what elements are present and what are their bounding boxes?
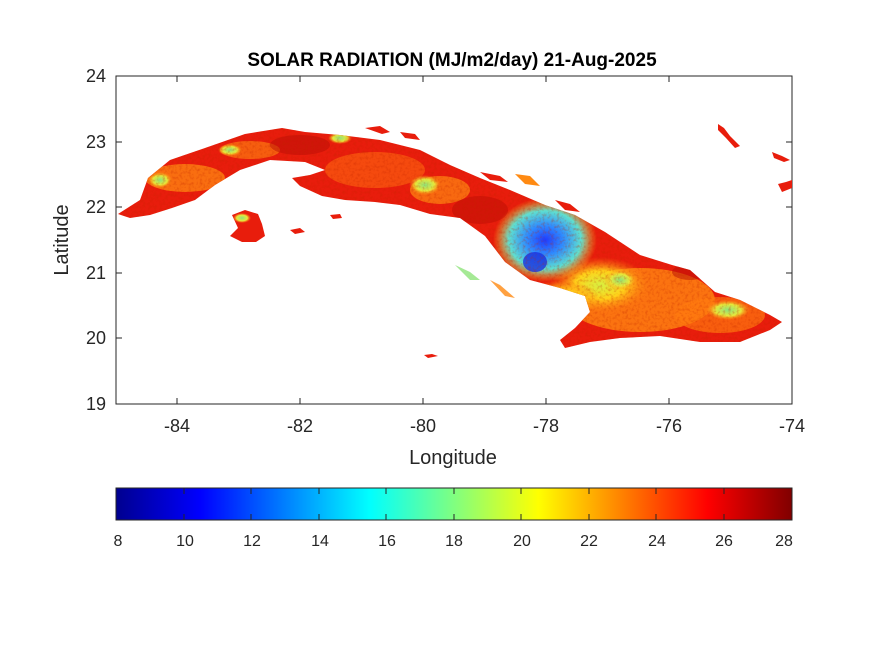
plot-area bbox=[115, 75, 793, 405]
colorbar-tick-label: 10 bbox=[176, 533, 194, 550]
x-tick-label: -74 bbox=[779, 416, 805, 436]
y-axis bbox=[116, 141, 792, 339]
y-tick-label: 19 bbox=[86, 394, 106, 414]
y-tick-label: 21 bbox=[86, 263, 106, 283]
colorbar-tick-label: 8 bbox=[114, 533, 123, 550]
colorbar-tick-label: 28 bbox=[775, 533, 793, 550]
colorbar-tick-label: 20 bbox=[513, 533, 531, 550]
colorbar-tick-label: 22 bbox=[580, 533, 598, 550]
colorbar-tick-label: 16 bbox=[378, 533, 396, 550]
y-tick-label: 24 bbox=[86, 66, 106, 86]
colorbar-tick-label: 24 bbox=[648, 533, 666, 550]
x-tick-label: -82 bbox=[287, 416, 313, 436]
northern-cays bbox=[365, 126, 390, 134]
y-tick-label: 22 bbox=[86, 197, 106, 217]
x-axis-label: Longitude bbox=[409, 447, 497, 469]
colorbar-tick-label: 14 bbox=[311, 533, 329, 550]
y-tick-label: 20 bbox=[86, 328, 106, 348]
eastern-islands bbox=[718, 124, 740, 148]
colorbar-ticks bbox=[183, 488, 725, 520]
colorbar-tick-label: 12 bbox=[243, 533, 261, 550]
x-axis bbox=[176, 76, 670, 404]
x-tick-label: -84 bbox=[164, 416, 190, 436]
y-axis-label: Latitude bbox=[51, 204, 73, 275]
y-tick-label: 23 bbox=[86, 132, 106, 152]
x-tick-label: -78 bbox=[533, 416, 559, 436]
map-title: SOLAR RADIATION (MJ/m2/day) 21-Aug-2025 bbox=[247, 50, 657, 71]
x-tick-label: -80 bbox=[410, 416, 436, 436]
colorbar-tick-label: 26 bbox=[715, 533, 733, 550]
colorbar-tick-label: 18 bbox=[445, 533, 463, 550]
x-tick-label: -76 bbox=[656, 416, 682, 436]
